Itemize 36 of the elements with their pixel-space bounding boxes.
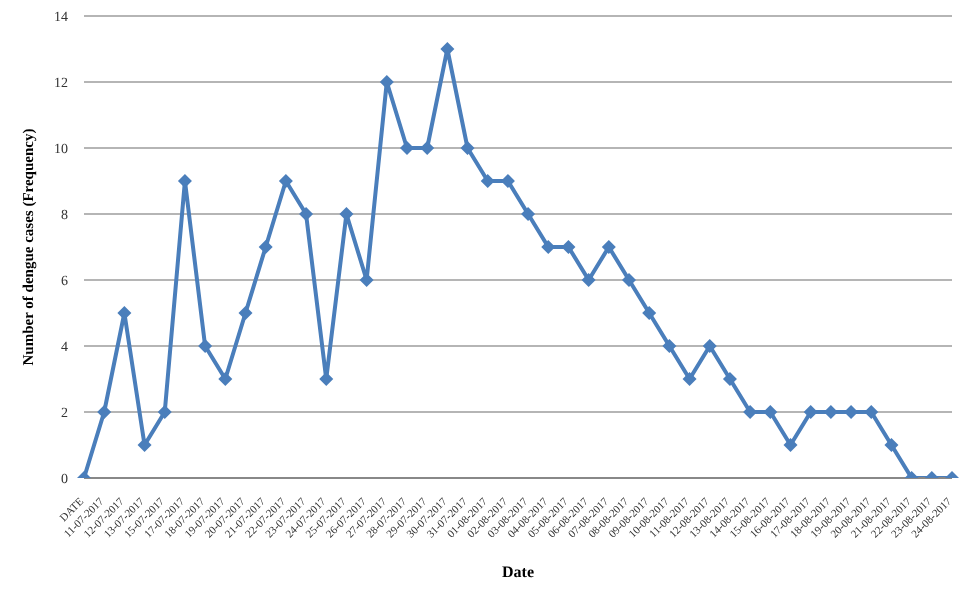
point	[379, 75, 394, 89]
point	[783, 438, 798, 452]
point	[662, 339, 677, 353]
point	[622, 273, 637, 287]
point	[218, 372, 233, 386]
point	[299, 207, 314, 221]
point	[359, 273, 374, 287]
point	[198, 339, 213, 353]
point	[884, 438, 899, 452]
point	[480, 174, 495, 188]
point	[601, 240, 616, 254]
point	[278, 174, 293, 188]
point	[561, 240, 576, 254]
point	[803, 405, 818, 419]
point	[97, 405, 112, 419]
point	[702, 339, 717, 353]
x-axis-title: Date	[502, 563, 535, 582]
point	[157, 405, 172, 419]
point	[440, 42, 455, 56]
point	[460, 141, 475, 155]
point	[177, 174, 192, 188]
point	[399, 141, 414, 155]
point	[864, 405, 879, 419]
point	[763, 405, 778, 419]
point	[420, 141, 435, 155]
point	[682, 372, 697, 386]
point	[117, 306, 132, 320]
point	[339, 207, 354, 221]
point	[722, 372, 737, 386]
point	[642, 306, 657, 320]
point	[581, 273, 596, 287]
point	[238, 306, 253, 320]
point	[319, 372, 334, 386]
point	[137, 438, 152, 452]
point	[258, 240, 273, 254]
point	[521, 207, 536, 221]
